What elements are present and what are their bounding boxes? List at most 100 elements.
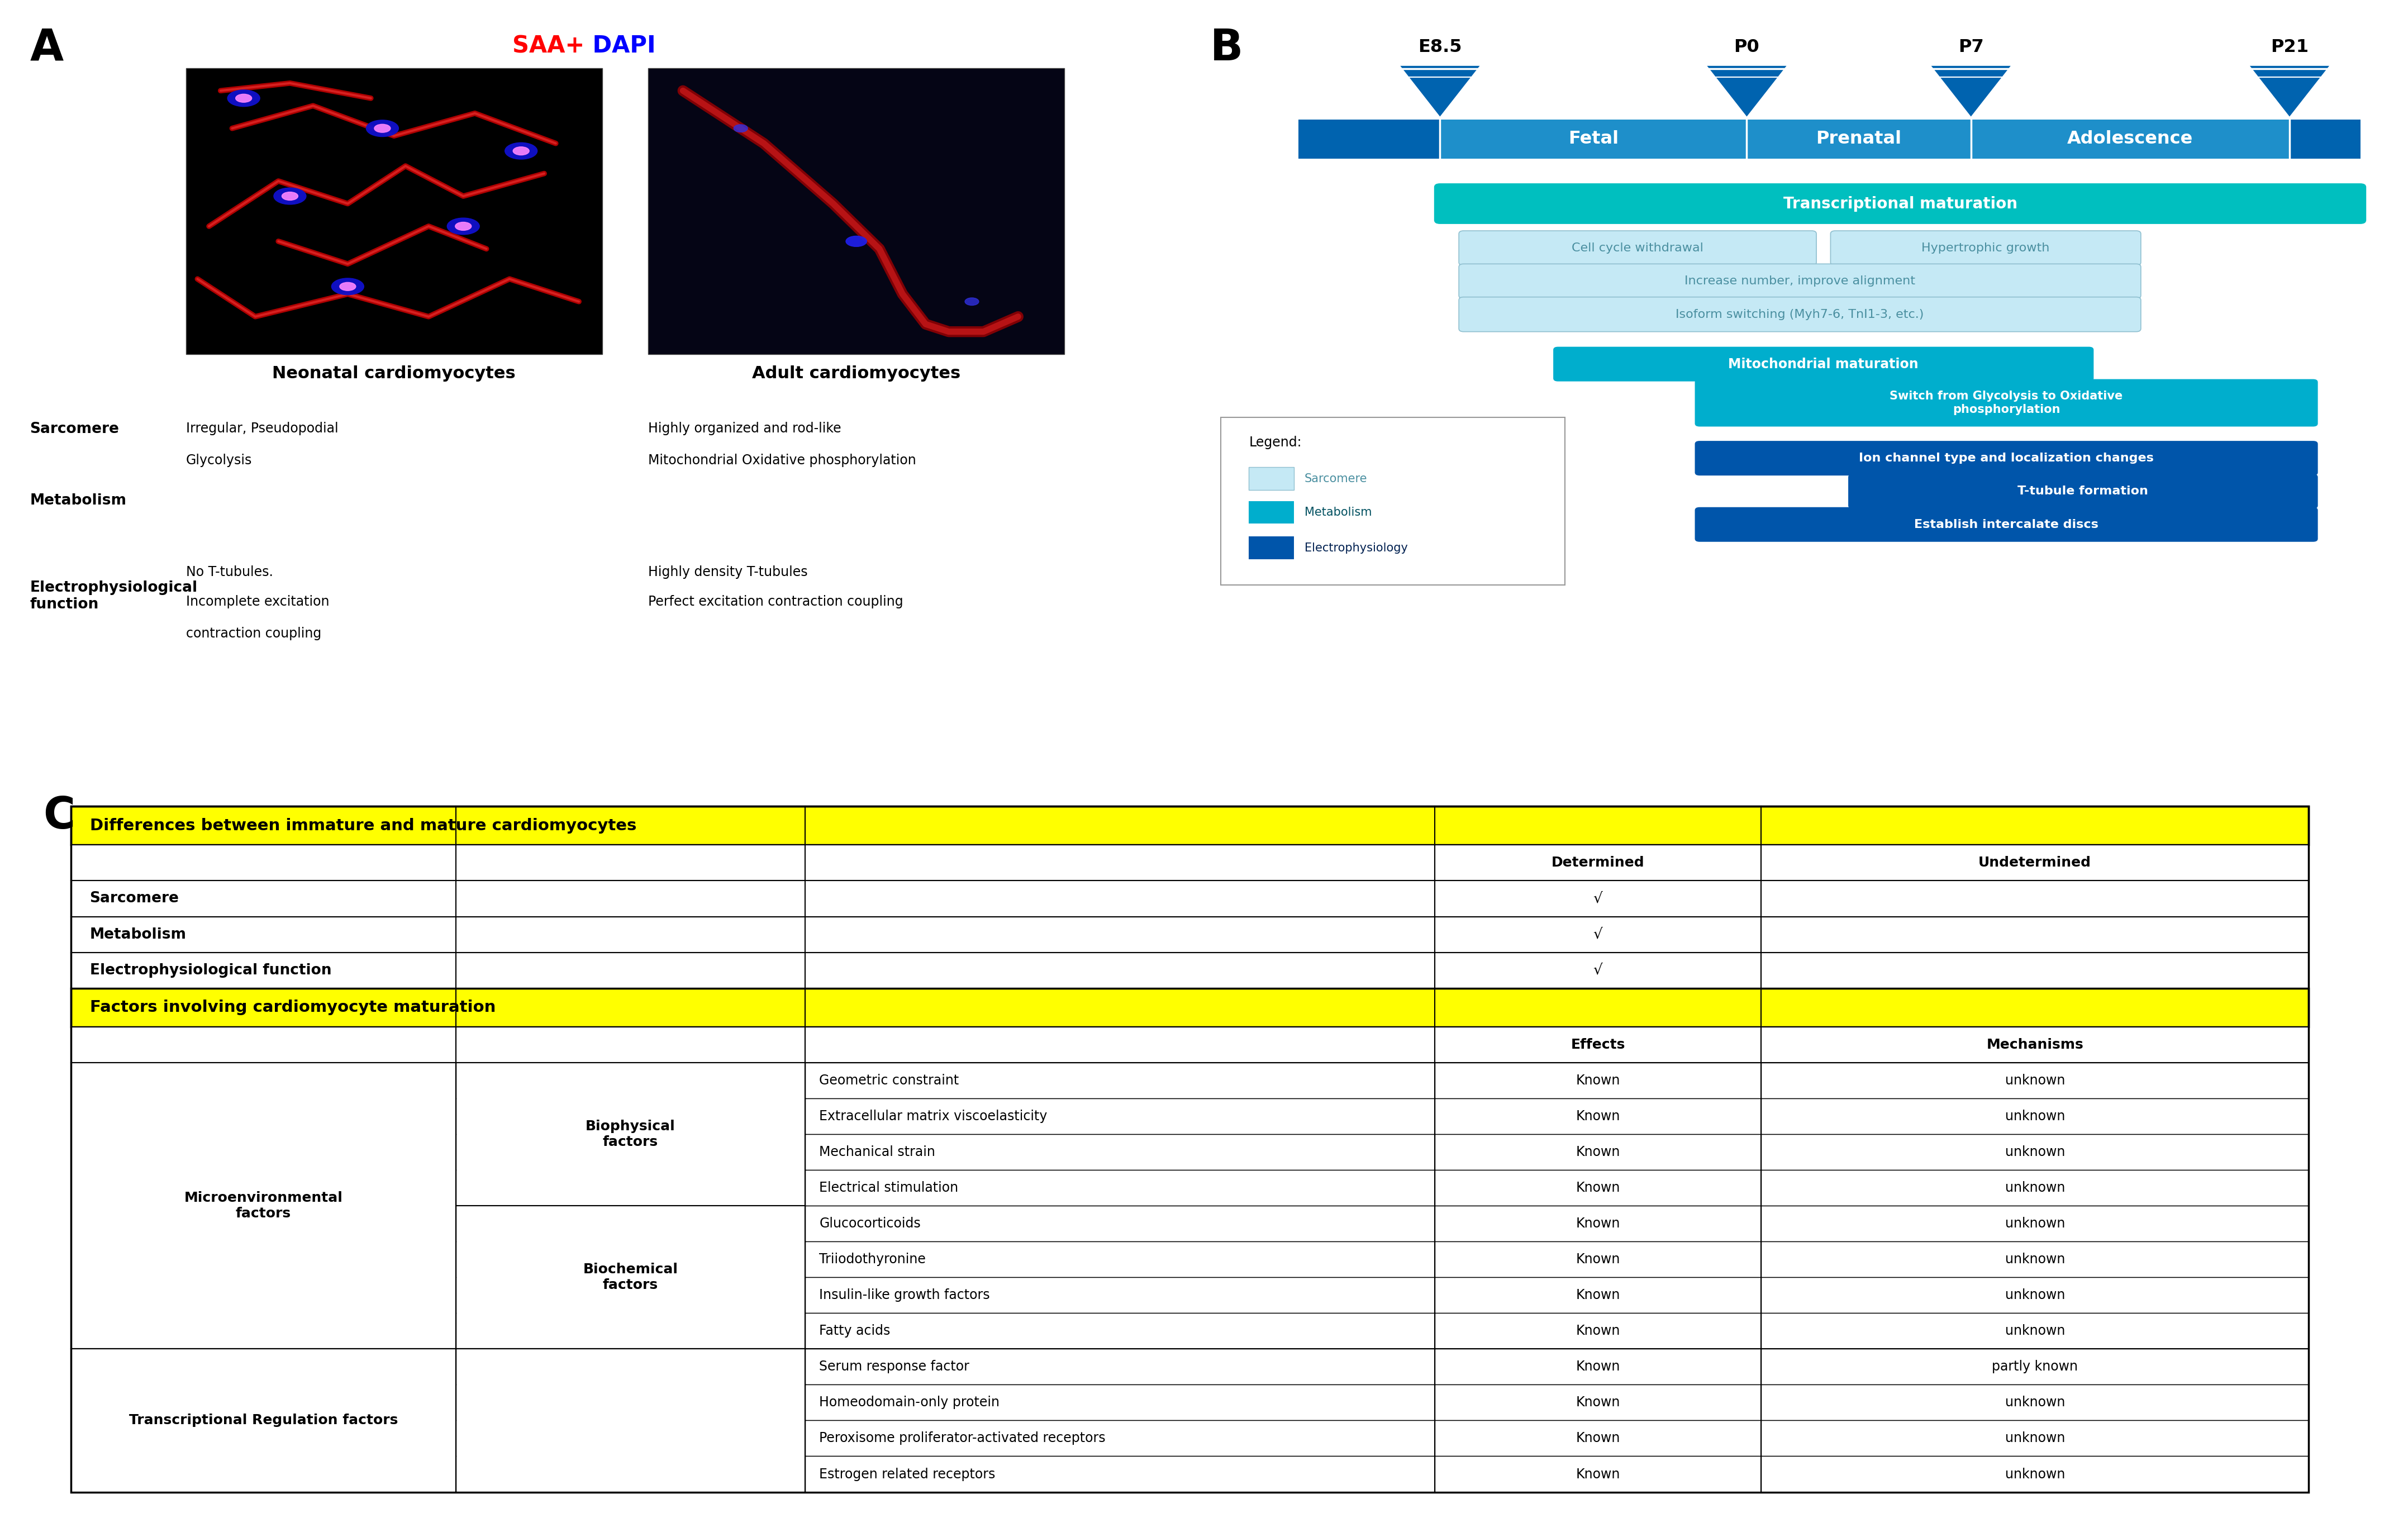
Ellipse shape — [513, 148, 530, 155]
Text: unknown: unknown — [2006, 1396, 2066, 1409]
Text: Sarcomere: Sarcomere — [29, 423, 118, 437]
Text: unknown: unknown — [2006, 1288, 2066, 1302]
Text: Metabolism: Metabolism — [29, 493, 128, 509]
Text: Extracellular matrix viscoelasticity: Extracellular matrix viscoelasticity — [819, 1110, 1047, 1124]
Text: Cell cycle withdrawal: Cell cycle withdrawal — [1572, 243, 1702, 254]
Text: Serum response factor: Serum response factor — [819, 1360, 970, 1374]
Text: Adult cardiomyocytes: Adult cardiomyocytes — [751, 366, 961, 381]
FancyBboxPatch shape — [72, 845, 2309, 881]
Text: Transcriptional maturation: Transcriptional maturation — [1782, 195, 2018, 212]
Ellipse shape — [734, 124, 746, 132]
FancyBboxPatch shape — [72, 1170, 2309, 1207]
FancyBboxPatch shape — [72, 953, 2309, 988]
Text: DAPI: DAPI — [585, 34, 655, 58]
Text: Transcriptional Regulation factors: Transcriptional Regulation factors — [130, 1414, 397, 1428]
Text: unknown: unknown — [2006, 1074, 2066, 1087]
Text: Mitochondrial Oxidative phosphorylation: Mitochondrial Oxidative phosphorylation — [648, 453, 917, 467]
Ellipse shape — [966, 298, 978, 306]
Text: Adolescence: Adolescence — [2068, 131, 2194, 148]
Text: P7: P7 — [1958, 38, 1984, 55]
Text: Electrophysiology: Electrophysiology — [1305, 543, 1409, 553]
Ellipse shape — [506, 143, 537, 160]
Text: Known: Known — [1575, 1253, 1621, 1266]
FancyBboxPatch shape — [72, 1062, 455, 1349]
Text: unknown: unknown — [2006, 1217, 2066, 1231]
FancyBboxPatch shape — [1250, 501, 1293, 524]
Text: Electrical stimulation: Electrical stimulation — [819, 1182, 958, 1194]
Ellipse shape — [275, 188, 306, 204]
FancyBboxPatch shape — [1459, 231, 1816, 266]
Text: Peroxisome proliferator-activated receptors: Peroxisome proliferator-activated recept… — [819, 1431, 1105, 1445]
FancyBboxPatch shape — [1695, 507, 2319, 543]
FancyBboxPatch shape — [1435, 183, 2367, 224]
Ellipse shape — [373, 124, 390, 132]
FancyBboxPatch shape — [72, 807, 2309, 845]
Text: Known: Known — [1575, 1325, 1621, 1337]
Polygon shape — [2249, 65, 2331, 118]
Text: Electrophysiological
function: Electrophysiological function — [29, 581, 197, 612]
Text: Known: Known — [1575, 1074, 1621, 1087]
Ellipse shape — [448, 218, 479, 235]
FancyBboxPatch shape — [1553, 347, 2093, 381]
Text: unknown: unknown — [2006, 1145, 2066, 1159]
Text: Determined: Determined — [1551, 856, 1645, 870]
Text: Mechanisms: Mechanisms — [1987, 1037, 2083, 1051]
FancyBboxPatch shape — [72, 1385, 2309, 1420]
FancyBboxPatch shape — [1970, 120, 2290, 158]
Text: Factors involving cardiomyocyte maturation: Factors involving cardiomyocyte maturati… — [89, 999, 496, 1016]
Text: Geometric constraint: Geometric constraint — [819, 1074, 958, 1087]
FancyBboxPatch shape — [72, 1456, 2309, 1492]
Ellipse shape — [455, 223, 472, 231]
Text: Differences between immature and mature cardiomyocytes: Differences between immature and mature … — [89, 818, 636, 833]
FancyBboxPatch shape — [1695, 380, 2319, 427]
FancyBboxPatch shape — [1695, 441, 2319, 475]
Text: Ion channel type and localization changes: Ion channel type and localization change… — [1859, 452, 2153, 464]
Text: Increase number, improve alignment: Increase number, improve alignment — [1686, 275, 1914, 287]
Text: Isoform switching (Myh7-6, TnI1-3, etc.): Isoform switching (Myh7-6, TnI1-3, etc.) — [1676, 309, 1924, 320]
Text: Prenatal: Prenatal — [1816, 131, 1902, 148]
Text: Incomplete excitation: Incomplete excitation — [185, 595, 330, 609]
FancyBboxPatch shape — [1298, 120, 1440, 158]
Text: T-tubule formation: T-tubule formation — [2018, 486, 2148, 496]
Polygon shape — [1929, 65, 2013, 118]
Text: Effects: Effects — [1570, 1037, 1625, 1051]
Text: Perfect excitation contraction coupling: Perfect excitation contraction coupling — [648, 595, 903, 609]
Text: P0: P0 — [1734, 38, 1760, 55]
FancyBboxPatch shape — [72, 1242, 2309, 1277]
FancyBboxPatch shape — [72, 916, 2309, 953]
Text: Triiodothyronine: Triiodothyronine — [819, 1253, 927, 1266]
Text: Neonatal cardiomyocytes: Neonatal cardiomyocytes — [272, 366, 515, 381]
FancyBboxPatch shape — [1746, 120, 1970, 158]
Text: Sarcomere: Sarcomere — [1305, 473, 1368, 484]
Text: Establish intercalate discs: Establish intercalate discs — [1914, 520, 2097, 530]
Text: unknown: unknown — [2006, 1110, 2066, 1124]
Text: Known: Known — [1575, 1182, 1621, 1194]
FancyBboxPatch shape — [72, 1062, 2309, 1099]
Text: unknown: unknown — [2006, 1468, 2066, 1480]
Text: unknown: unknown — [2006, 1431, 2066, 1445]
Text: Known: Known — [1575, 1396, 1621, 1409]
FancyBboxPatch shape — [72, 988, 2309, 1027]
FancyBboxPatch shape — [1849, 473, 2319, 509]
Text: Fatty acids: Fatty acids — [819, 1325, 891, 1337]
Text: Metabolism: Metabolism — [1305, 507, 1373, 518]
Text: Mitochondrial maturation: Mitochondrial maturation — [1729, 358, 1919, 370]
Text: Homeodomain-only protein: Homeodomain-only protein — [819, 1396, 999, 1409]
Text: unknown: unknown — [2006, 1182, 2066, 1194]
Text: Known: Known — [1575, 1145, 1621, 1159]
Text: unknown: unknown — [2006, 1325, 2066, 1337]
Text: unknown: unknown — [2006, 1253, 2066, 1266]
FancyBboxPatch shape — [72, 1313, 2309, 1349]
Text: C: C — [43, 795, 75, 838]
Text: Estrogen related receptors: Estrogen related receptors — [819, 1468, 995, 1480]
Text: A: A — [29, 26, 63, 69]
FancyBboxPatch shape — [72, 1277, 2309, 1313]
FancyBboxPatch shape — [1459, 264, 2141, 298]
Text: partly known: partly known — [1991, 1360, 2078, 1374]
FancyBboxPatch shape — [72, 1027, 2309, 1062]
FancyBboxPatch shape — [72, 1349, 2309, 1385]
FancyBboxPatch shape — [455, 1349, 804, 1492]
FancyBboxPatch shape — [455, 1207, 804, 1349]
FancyBboxPatch shape — [1250, 467, 1293, 490]
FancyBboxPatch shape — [72, 1420, 2309, 1456]
